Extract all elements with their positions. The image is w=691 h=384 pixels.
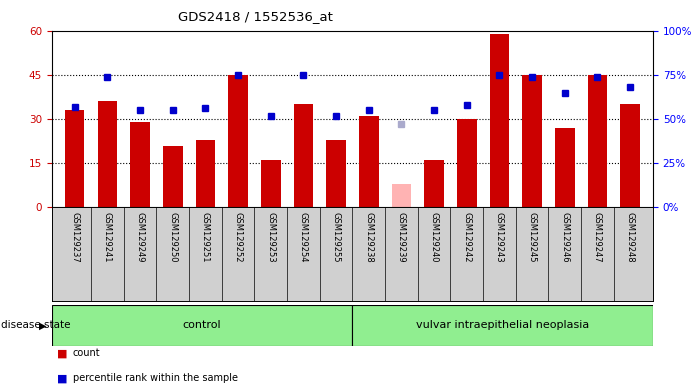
Bar <box>621 104 640 207</box>
Text: control: control <box>183 320 221 331</box>
Text: ■: ■ <box>57 373 68 383</box>
Bar <box>392 184 411 207</box>
Text: GSM129252: GSM129252 <box>234 212 243 263</box>
Text: GSM129238: GSM129238 <box>364 212 373 263</box>
Text: GSM129237: GSM129237 <box>70 212 79 263</box>
Text: GSM129246: GSM129246 <box>560 212 569 263</box>
Text: ■: ■ <box>57 348 68 358</box>
Text: GSM129242: GSM129242 <box>462 212 471 263</box>
Bar <box>555 128 575 207</box>
Bar <box>196 140 215 207</box>
Bar <box>65 110 84 207</box>
Bar <box>52 305 352 346</box>
Bar <box>457 119 477 207</box>
Text: GSM129240: GSM129240 <box>430 212 439 263</box>
Text: GSM129251: GSM129251 <box>201 212 210 263</box>
Text: GSM129241: GSM129241 <box>103 212 112 263</box>
Text: GSM129249: GSM129249 <box>135 212 144 263</box>
Text: count: count <box>73 348 100 358</box>
Bar <box>130 122 150 207</box>
Bar <box>359 116 379 207</box>
Text: GDS2418 / 1552536_at: GDS2418 / 1552536_at <box>178 10 333 23</box>
Text: percentile rank within the sample: percentile rank within the sample <box>73 373 238 383</box>
Bar <box>294 104 313 207</box>
Bar <box>228 75 248 207</box>
Text: GSM129247: GSM129247 <box>593 212 602 263</box>
Bar <box>97 101 117 207</box>
Bar <box>326 140 346 207</box>
Text: GSM129248: GSM129248 <box>625 212 634 263</box>
Text: GSM129245: GSM129245 <box>528 212 537 263</box>
Text: disease state: disease state <box>1 320 71 331</box>
Bar <box>261 160 281 207</box>
Text: GSM129254: GSM129254 <box>299 212 308 263</box>
Bar <box>352 305 653 346</box>
Bar <box>424 160 444 207</box>
Text: GSM129239: GSM129239 <box>397 212 406 263</box>
Text: GSM129255: GSM129255 <box>332 212 341 263</box>
Bar <box>522 75 542 207</box>
Text: ▶: ▶ <box>39 320 46 331</box>
Bar <box>587 75 607 207</box>
Text: GSM129250: GSM129250 <box>168 212 177 263</box>
Bar <box>163 146 182 207</box>
Text: GSM129243: GSM129243 <box>495 212 504 263</box>
Bar <box>490 34 509 207</box>
Text: vulvar intraepithelial neoplasia: vulvar intraepithelial neoplasia <box>416 320 589 331</box>
Text: GSM129253: GSM129253 <box>266 212 275 263</box>
